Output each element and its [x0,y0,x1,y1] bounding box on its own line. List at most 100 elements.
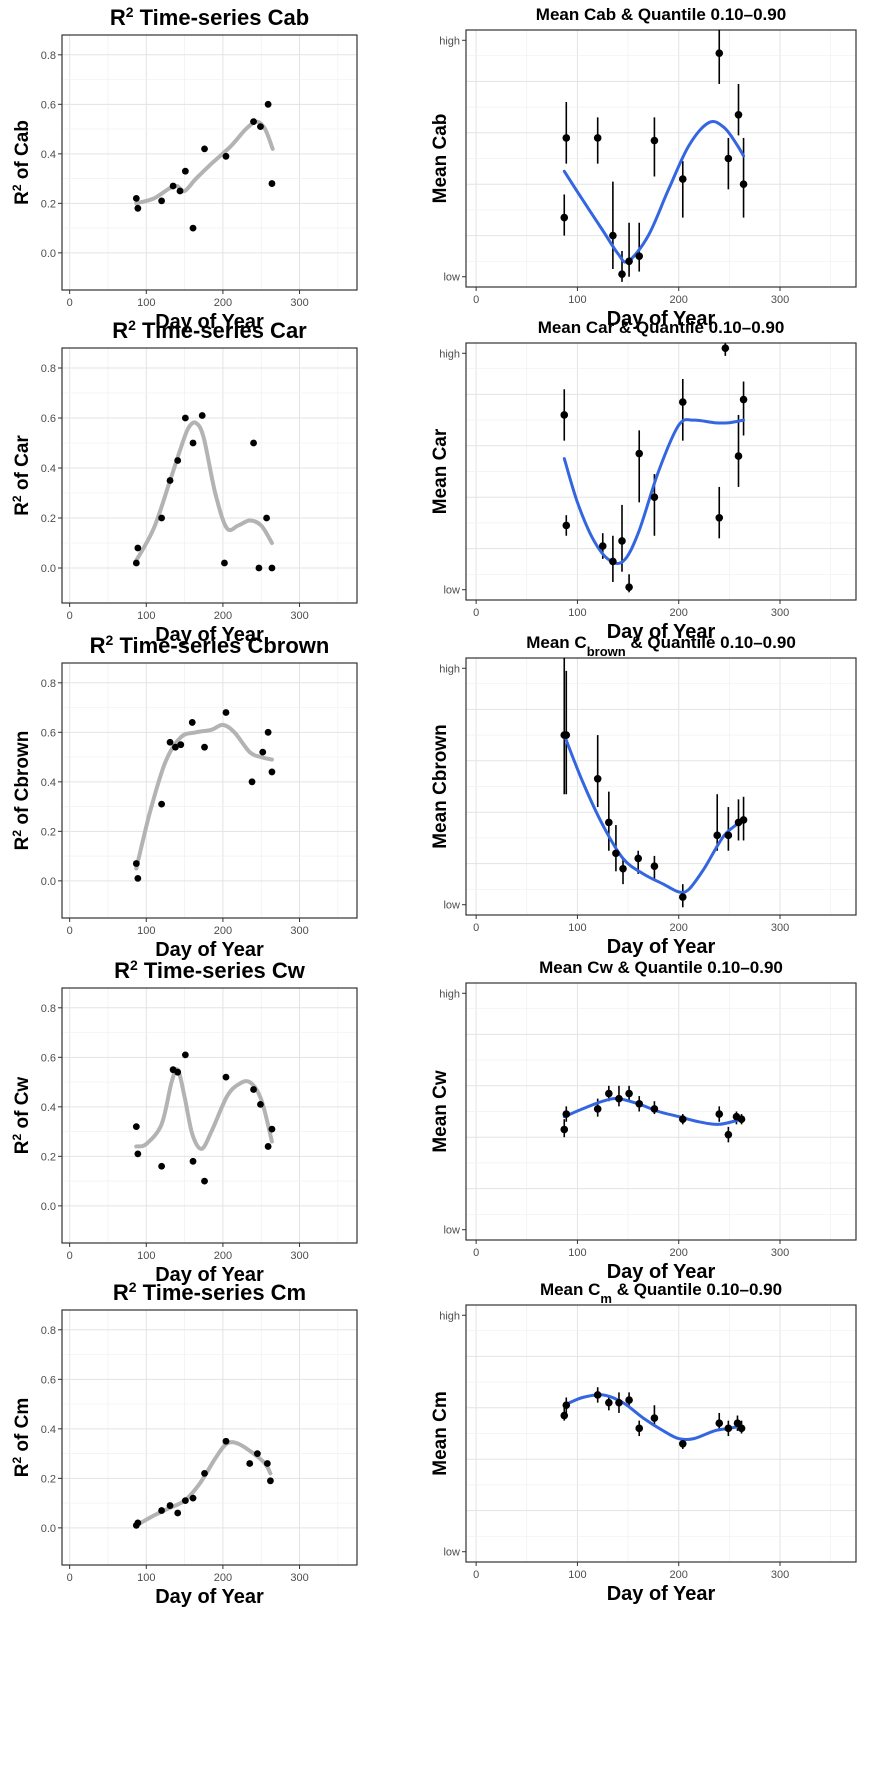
data-point [250,118,257,126]
superscript: 2 [10,495,24,502]
mean-panel-4: Mean Cw & Quantile 0.10–0.90 0 100 200 300 lo… [430,953,870,1283]
data-point [715,1110,724,1118]
data-point [560,1125,569,1134]
y-tick-label: high [439,35,460,47]
data-point [737,1424,746,1433]
data-point [263,514,270,522]
text-part: R [12,502,33,516]
superscript: 2 [10,830,24,837]
data-point [593,774,602,783]
data-point [222,709,230,716]
y-tick-label: 0.2 [41,198,56,210]
data-point [593,134,602,142]
mean-panel-1: Mean Cab & Quantile 0.10–0.90 0 100 200 300 l… [430,0,870,330]
data-point [724,1130,733,1139]
y-tick-label: 0.4 [41,1424,56,1436]
y-tick-label: 0.8 [41,50,56,62]
data-point [615,1398,623,1407]
text-part: R [110,5,126,30]
x-axis-label: Day of Year [155,1586,264,1608]
data-point [132,194,140,202]
y-tick-label: 0.2 [41,1151,56,1163]
data-point [268,768,276,776]
smooth-line [562,1097,743,1126]
x-tick-label: 200 [214,297,232,309]
x-tick-label: 200 [670,294,688,306]
y-tick-label: low [443,1547,460,1559]
data-point [715,513,724,522]
text-part: of Cbrown [12,731,33,830]
x-tick-label: 100 [137,1250,155,1262]
data-point [268,180,276,187]
data-layer [560,1085,746,1143]
x-axis-label: Day of Year [607,621,716,643]
data-point [222,152,230,160]
y-tick-label: 0.0 [41,563,56,575]
data-point [263,1460,271,1467]
data-point [201,1469,208,1477]
plot-background [62,35,357,290]
x-tick-label: 100 [137,1572,155,1584]
data-point [634,854,643,863]
data-point [562,731,571,739]
data-point [593,1105,602,1113]
plot-border [61,987,358,1244]
y-tick-label: 0.0 [41,876,56,888]
chart-title: R2 Time-series Car [112,317,307,343]
data-layer [560,1387,746,1449]
data-point [222,1437,230,1445]
text-part: Time-series Cab [134,5,310,30]
data-point [257,1100,264,1108]
text-part: & Quantile 0.10–0.90 [612,1280,782,1299]
y-tick-label: 0.8 [41,1325,56,1337]
x-tick-label: 0 [473,607,479,619]
data-point [169,182,177,190]
data-point [132,1123,140,1131]
superscript: 2 [10,1457,24,1464]
y-axis-label: Mean Cm [430,1391,451,1475]
data-point [713,831,722,840]
text-part: Mean Cm [430,1391,451,1475]
data-point [158,800,166,808]
r2-panel-5: R2 Time-series Cm 0 100 200 300 0.0 0.2 0.4 0.6 0… [0,1275,420,1608]
chart-title: Mean Cbrown & Quantile 0.10–0.90 [526,633,796,659]
y-axis-label: Mean Cw [430,1070,451,1153]
data-point [737,1115,746,1124]
text-part: Mean Cbrown [430,724,451,849]
data-point [176,187,184,195]
data-point [189,1494,197,1502]
data-point [739,816,748,824]
x-tick-label: 100 [137,297,155,309]
data-point [562,134,571,142]
data-point [166,477,174,484]
data-point [134,204,142,212]
x-tick-label: 300 [771,922,789,934]
data-point [201,1177,208,1185]
x-tick-label: 0 [473,1247,479,1259]
data-point [605,1398,613,1407]
chart-svg: Mean Cbrown & Quantile 0.10–0.90 0 100 200 3… [430,633,857,958]
chart-svg: R2 Time-series Cm0 100 200 3000.00.20.40.60… [10,1279,358,1608]
x-tick-label: 200 [670,1569,688,1581]
text-part: of Cm [12,1398,33,1457]
x-axis-label: Day of Year [607,936,716,958]
text-part: of Car [12,435,33,496]
data-point [264,1143,272,1150]
data-point [733,1419,742,1428]
data-point [132,860,140,867]
data-point [134,1150,142,1158]
y-tick-label: low [443,900,460,912]
y-tick-label: high [439,988,460,1000]
x-axis-label: Day of Year [155,939,264,961]
x-tick-label: 200 [214,925,232,937]
x-tick-label: 0 [473,922,479,934]
y-axis-label: Mean Car [430,428,451,514]
y-tick-label: 0.0 [41,1201,56,1213]
x-tick-label: 100 [568,1247,586,1259]
data-point [134,544,142,552]
text-part: Mean Cw [430,1070,451,1153]
data-point [609,231,617,240]
x-tick-label: 200 [670,1247,688,1259]
x-tick-label: 100 [568,922,586,934]
data-point [618,537,626,545]
